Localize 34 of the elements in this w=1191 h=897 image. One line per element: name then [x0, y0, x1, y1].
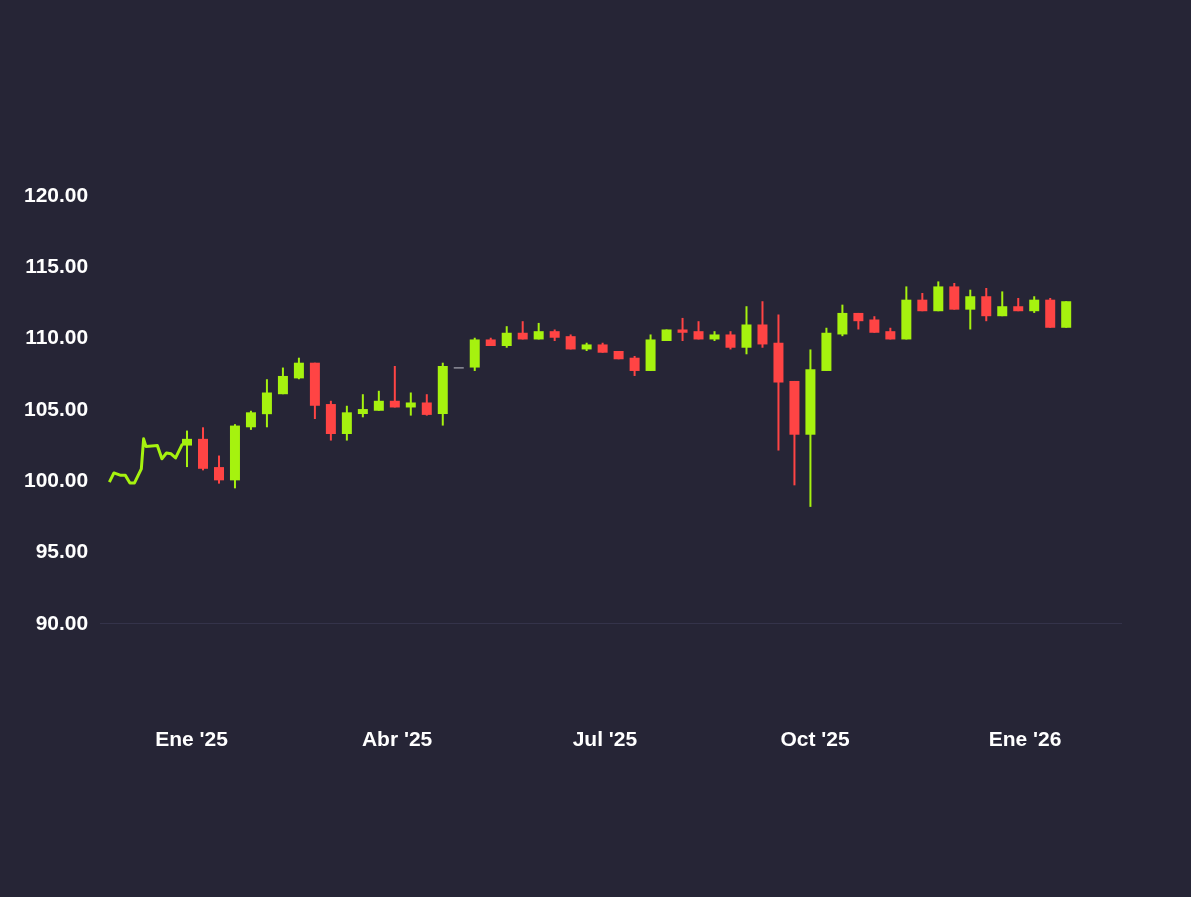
- candlestick: [837, 303, 848, 338]
- y-tick-label: 95.00: [35, 539, 89, 563]
- candlestick: [421, 393, 432, 417]
- candlestick: [629, 355, 640, 377]
- y-tick-label: 90.00: [35, 610, 89, 634]
- candlestick: [741, 305, 752, 356]
- x-tick-label: Oct '25: [780, 727, 850, 751]
- candlestick: [213, 454, 224, 485]
- x-tick-label: Abr '25: [361, 727, 433, 751]
- candlestick: [965, 288, 976, 331]
- x-tick-label: Ene '26: [988, 727, 1062, 751]
- candlestick: [245, 409, 256, 431]
- x-tick-label: Jul '25: [572, 727, 638, 751]
- candlestick: [501, 325, 512, 349]
- y-tick-label: 100.00: [24, 468, 89, 491]
- candlestick: [261, 378, 272, 429]
- y-tick-label: 120.00: [24, 182, 89, 206]
- y-tick-label: 115.00: [25, 254, 89, 278]
- candlestick: [949, 281, 960, 311]
- candlestick: [293, 356, 304, 381]
- candlestick: [725, 330, 736, 351]
- y-tick-label: 105.00: [24, 396, 89, 420]
- candlestick: [405, 391, 416, 417]
- candlestick: [981, 286, 992, 323]
- candlestick: [757, 300, 768, 349]
- y-tick-label: 110.00: [25, 325, 89, 349]
- candlestick: [341, 404, 352, 442]
- candlestick: [357, 393, 368, 419]
- candlestick: [389, 364, 400, 409]
- candlestick: [277, 366, 288, 396]
- candlestick: [373, 389, 384, 412]
- x-tick-label: Ene '25: [155, 727, 229, 751]
- candlestick: [677, 316, 688, 343]
- candlestick: [997, 290, 1008, 318]
